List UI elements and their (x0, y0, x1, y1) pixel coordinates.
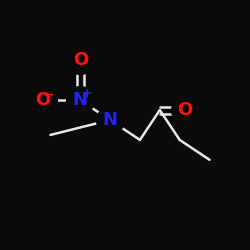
Text: O: O (35, 91, 51, 109)
Text: O: O (177, 101, 192, 119)
Text: +: + (81, 88, 92, 101)
Text: O: O (72, 51, 88, 69)
Text: −: − (44, 88, 54, 101)
Text: N: N (102, 111, 118, 129)
Text: N: N (73, 91, 88, 109)
